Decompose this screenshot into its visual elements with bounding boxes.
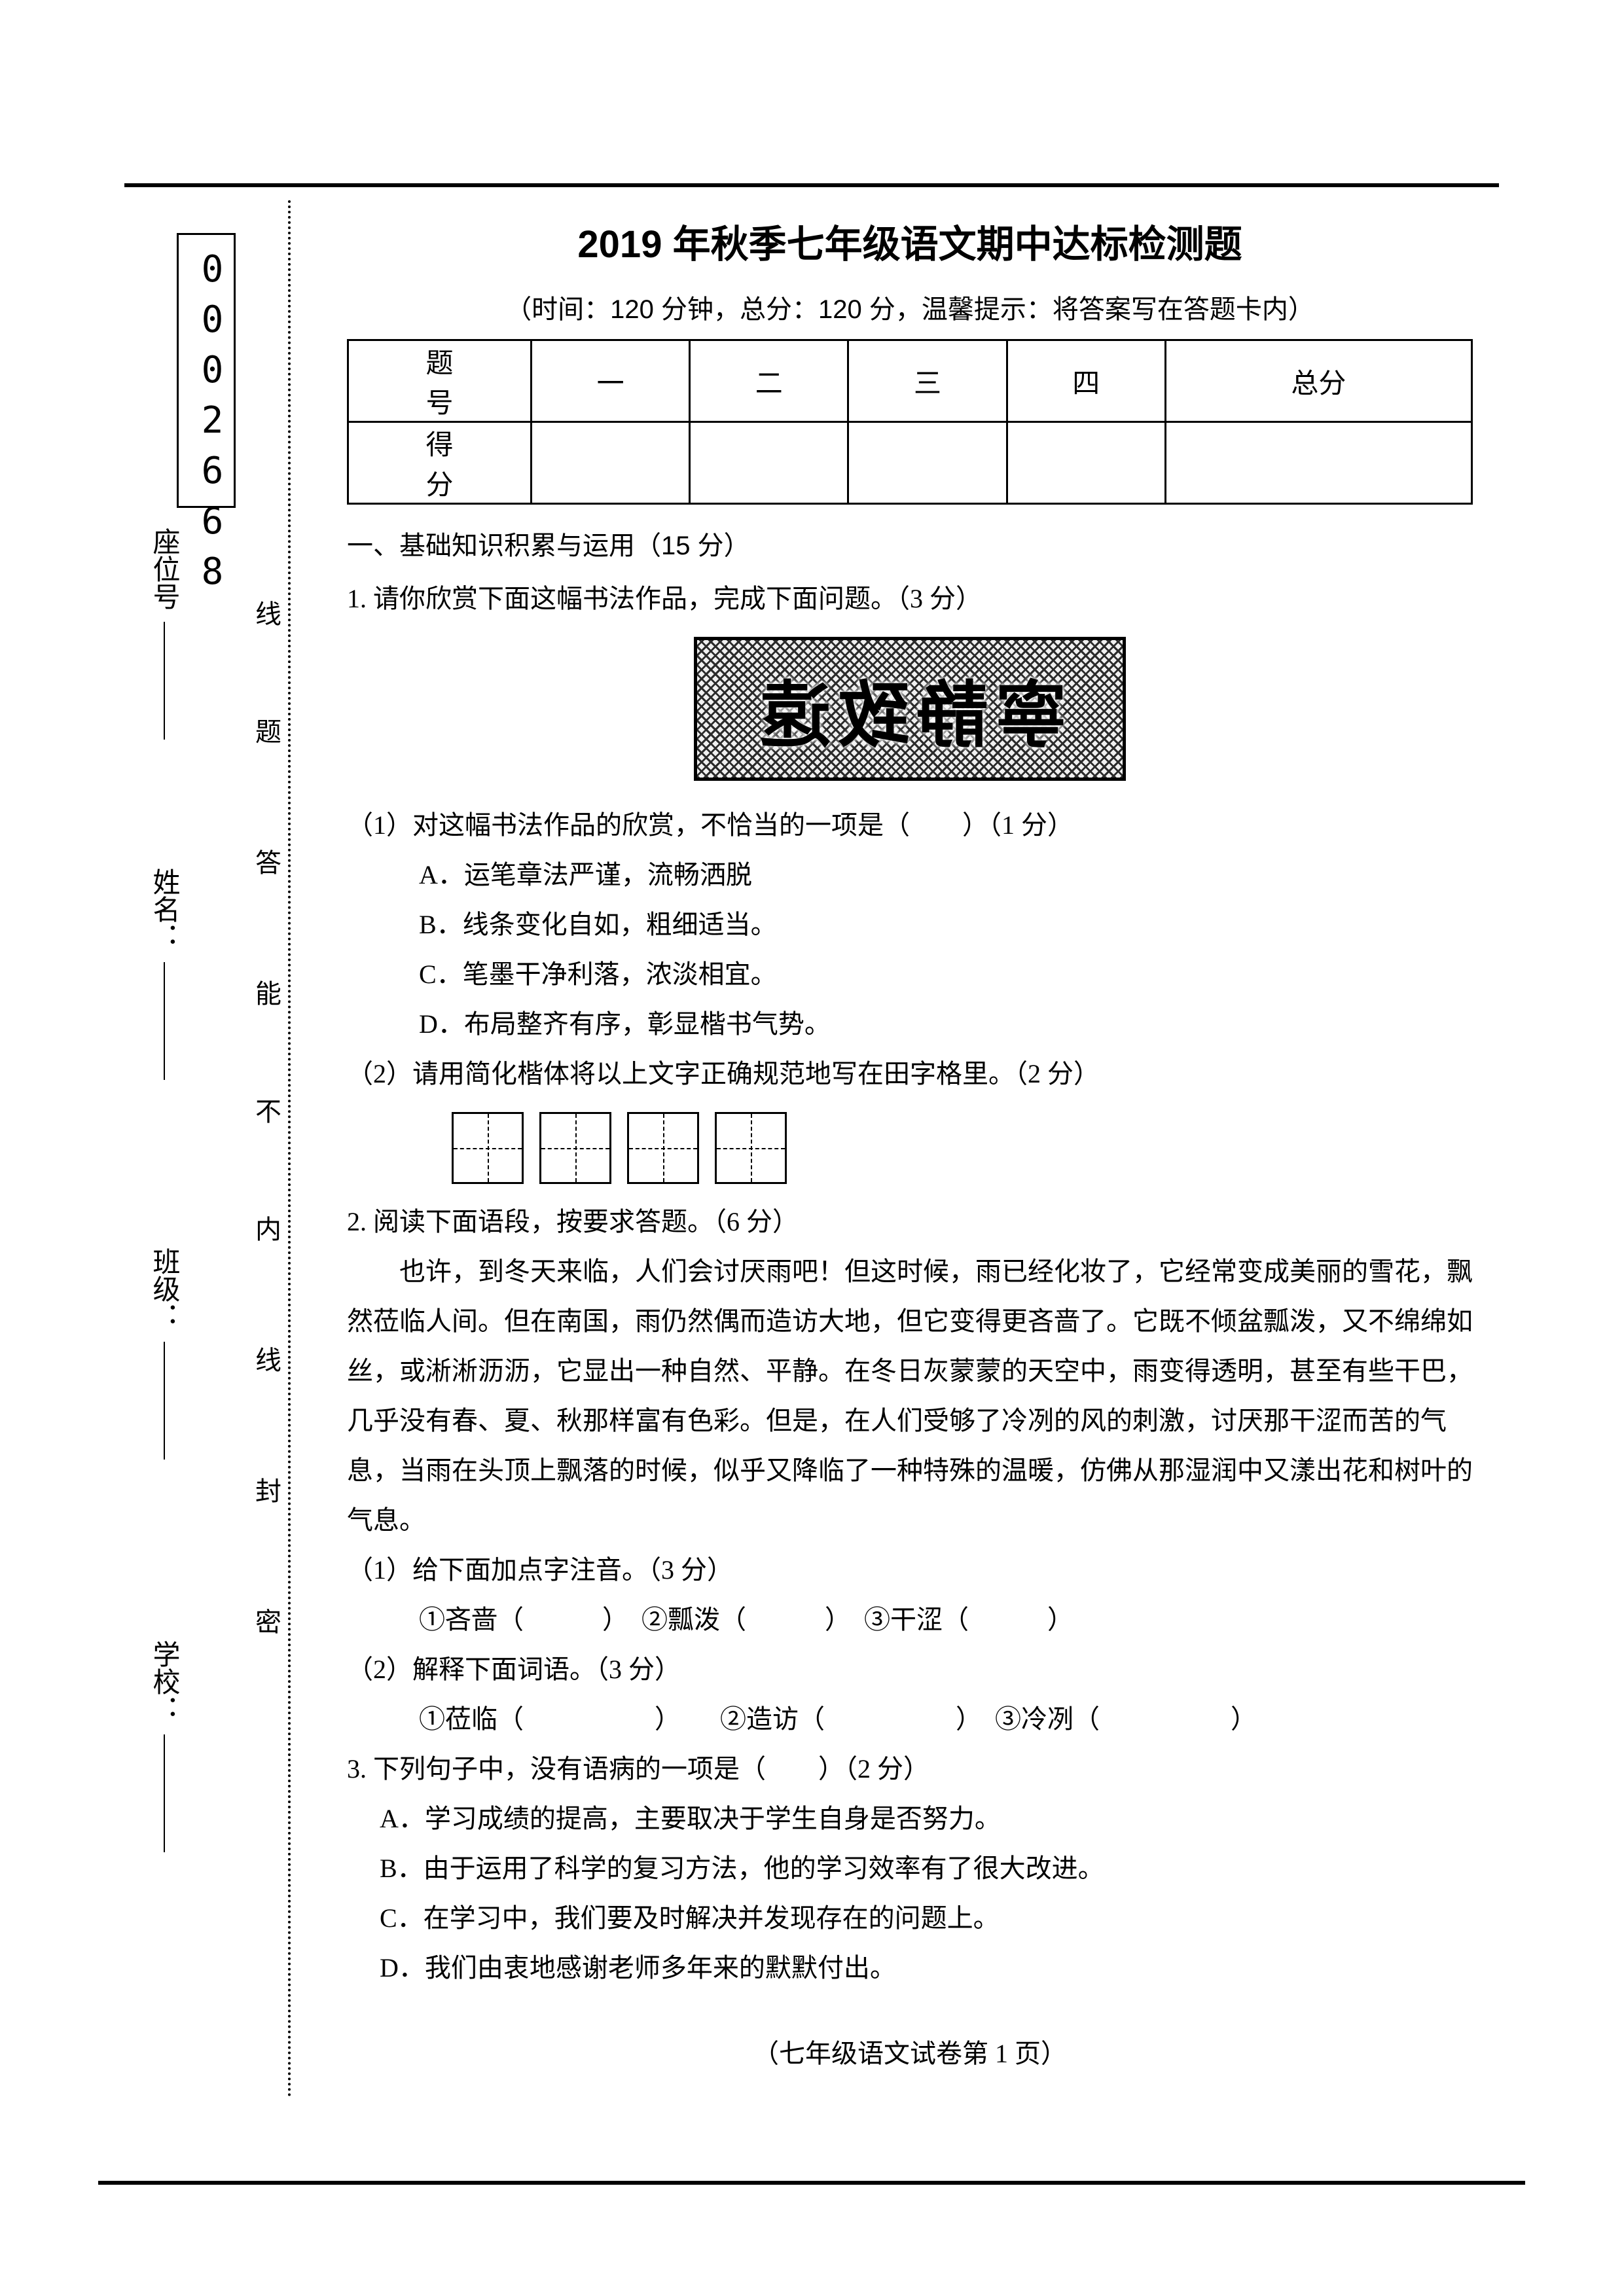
- row-label: 得 分: [348, 422, 532, 504]
- score-table: 题 号 一 二 三 四 总分 得 分: [347, 339, 1473, 505]
- field-seat-label: 座位号: [144, 528, 184, 610]
- score-cell[interactable]: [1007, 422, 1165, 504]
- seal-line: 线 题 答 能 不 内 线 封 密: [255, 187, 281, 2114]
- field-class-label: 班级：: [144, 1247, 184, 1330]
- field-class: 班级：: [144, 1247, 184, 1465]
- score-cell[interactable]: [848, 422, 1007, 504]
- q2-1-items: ①吝啬（ ） ②瓢泼（ ） ③干涩（ ）: [347, 1595, 1473, 1645]
- col-4: 四: [1007, 340, 1165, 422]
- tian-cell[interactable]: [627, 1112, 699, 1184]
- seal-char: 答: [255, 842, 281, 880]
- q2-2-stem: （2）解释下面词语。（3 分）: [347, 1645, 1473, 1695]
- seal-char: 内: [255, 1208, 281, 1246]
- page-footer: （七年级语文试卷第 1 页）: [347, 2032, 1473, 2070]
- col-total: 总分: [1165, 340, 1471, 422]
- binding-dotted-line: [288, 200, 291, 2098]
- q1-1-opt-a: A．运笔章法严谨，流畅洒脱: [347, 850, 1473, 900]
- field-name: 姓名：: [144, 868, 184, 1085]
- q1-1-opt-b: B．线条变化自如，粗细适当。: [347, 900, 1473, 950]
- calligraphy-text: 寧静致遠: [753, 656, 1067, 761]
- page-bottom-rule: [98, 2181, 1525, 2185]
- q3-opt-a: A．学习成绩的提高，主要取决于学生自身是否努力。: [347, 1794, 1473, 1844]
- serial-number: 0002668: [177, 233, 236, 508]
- q1-stem: 1. 请你欣赏下面这幅书法作品，完成下面问题。（3 分）: [347, 574, 1473, 624]
- tian-grid: [452, 1112, 1473, 1184]
- q1-1-opt-c: C．笔墨干净利落，浓淡相宜。: [347, 950, 1473, 999]
- seal-char: 能: [255, 973, 281, 1011]
- field-school-label: 学校：: [144, 1640, 184, 1723]
- field-line: [164, 622, 165, 740]
- score-cell[interactable]: [1165, 422, 1471, 504]
- seal-char: 不: [255, 1090, 281, 1128]
- score-value-row: 得 分: [348, 422, 1472, 504]
- tian-cell[interactable]: [539, 1112, 611, 1184]
- q2-1-stem: （1）给下面加点字注音。（3 分）: [347, 1545, 1473, 1595]
- seal-char: 封: [255, 1470, 281, 1508]
- seal-char: 题: [255, 711, 281, 749]
- score-cell[interactable]: [690, 422, 848, 504]
- col-2: 二: [690, 340, 848, 422]
- q1-2-stem: （2）请用简化楷体将以上文字正确规范地写在田字格里。（2 分）: [347, 1049, 1473, 1099]
- score-cell[interactable]: [532, 422, 690, 504]
- score-header-row: 题 号 一 二 三 四 总分: [348, 340, 1472, 422]
- field-seat: 座位号: [144, 528, 184, 745]
- q1-1-stem: （1）对这幅书法作品的欣赏，不恰当的一项是（ ）（1 分）: [347, 800, 1473, 850]
- exam-title: 2019 年秋季七年级语文期中达标检测题: [347, 213, 1473, 268]
- field-name-label: 姓名：: [144, 868, 184, 950]
- q1-1-opt-d: D．布局整齐有序，彰显楷书气势。: [347, 999, 1473, 1049]
- col-3: 三: [848, 340, 1007, 422]
- tian-cell[interactable]: [715, 1112, 787, 1184]
- q2-stem: 2. 阅读下面语段，按要求答题。（6 分）: [347, 1197, 1473, 1247]
- section-1-heading: 一、基础知识积累与运用（15 分）: [347, 524, 1473, 562]
- q3-opt-c: C．在学习中，我们要及时解决并发现存在的问题上。: [347, 1893, 1473, 1943]
- exam-page: 0002668 座位号 姓名： 班级： 学校： 线 题 答 能 不 内 线 封 …: [124, 183, 1499, 2114]
- binding-margin: 0002668 座位号 姓名： 班级： 学校： 线 题 答 能 不 内 线 封 …: [124, 187, 321, 2114]
- col-1: 一: [532, 340, 690, 422]
- tian-cell[interactable]: [452, 1112, 524, 1184]
- q2-passage: 也许，到冬天来临，人们会讨厌雨吧！但这时候，雨已经化妆了，它经常变成美丽的雪花，…: [347, 1247, 1473, 1545]
- field-line: [164, 1342, 165, 1460]
- q3-opt-d: D．我们由衷地感谢老师多年来的默默付出。: [347, 1943, 1473, 1993]
- seal-char: 密: [255, 1601, 281, 1639]
- col-label: 题 号: [348, 340, 532, 422]
- content-area: 2019 年秋季七年级语文期中达标检测题 （时间：120 分钟，总分：120 分…: [347, 213, 1473, 2070]
- exam-subtitle: （时间：120 分钟，总分：120 分，温馨提示：将答案写在答题卡内）: [347, 288, 1473, 326]
- seal-char: 线: [255, 593, 281, 631]
- q3-stem: 3. 下列句子中，没有语病的一项是（ ）（2 分）: [347, 1744, 1473, 1794]
- q2-2-items: ①莅临（ ） ②造访（ ） ③冷冽（ ）: [347, 1695, 1473, 1744]
- calligraphy-artwork: 寧静致遠: [694, 637, 1126, 781]
- field-school: 学校：: [144, 1640, 184, 1857]
- seal-char: 线: [255, 1339, 281, 1377]
- q3-opt-b: B．由于运用了科学的复习方法，他的学习效率有了很大改进。: [347, 1844, 1473, 1893]
- field-line: [164, 962, 165, 1080]
- field-line: [164, 1734, 165, 1852]
